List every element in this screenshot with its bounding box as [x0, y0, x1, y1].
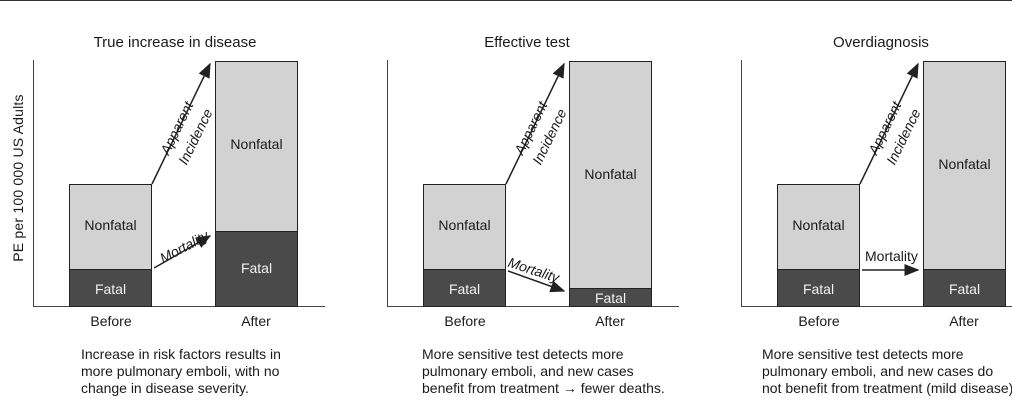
mortality-arrow — [507, 270, 566, 293]
panel-title: Overdiagnosis — [833, 34, 929, 51]
arrows — [859, 62, 920, 276]
after-fatal-label: Fatal — [594, 290, 627, 306]
after-nonfatal-label: Nonfatal — [938, 156, 991, 172]
after-fatal-label: Fatal — [240, 260, 273, 276]
panel-true-increase: True increase in disease Nonfatal Fatal … — [33, 0, 353, 404]
before-fatal-bar: Fatal — [777, 269, 860, 307]
apparent-incidence-arrow — [859, 62, 919, 185]
before-fatal-label: Fatal — [802, 281, 835, 297]
panel-title: True increase in disease — [93, 34, 257, 51]
caption-line: pulmonary emboli, and new cases — [422, 363, 634, 379]
after-fatal-label: Fatal — [948, 281, 981, 297]
before-fatal-bar: Fatal — [69, 269, 152, 307]
top-rule — [0, 0, 1012, 1]
before-nonfatal-label: Nonfatal — [438, 217, 491, 233]
caption: More sensitive test detects more pulmona… — [422, 346, 665, 397]
panel-effective-test: Effective test Nonfatal Fatal Nonfatal F… — [387, 0, 707, 404]
after-fatal-bar: Fatal — [215, 231, 298, 307]
before-fatal-label: Fatal — [448, 281, 481, 297]
caption-line: More sensitive test detects more — [762, 346, 964, 362]
apparent-incidence-arrow — [505, 62, 565, 185]
after-fatal-bar: Fatal — [923, 269, 1006, 307]
caption: More sensitive test detects more pulmona… — [762, 346, 1012, 397]
after-nonfatal-bar: Nonfatal — [215, 61, 298, 232]
mortality-arrow — [153, 235, 212, 269]
mortality-label: Mortality — [865, 248, 918, 264]
arrows — [151, 62, 212, 269]
caption-line: More sensitive test detects more — [422, 346, 624, 362]
after-x-label: After — [241, 313, 271, 329]
arrows — [505, 62, 566, 293]
before-x-label: Before — [444, 313, 486, 329]
x-axis-line — [33, 306, 325, 307]
caption-line: not benefit from treatment (mild disease… — [762, 380, 1012, 396]
after-nonfatal-bar: Nonfatal — [923, 61, 1006, 270]
before-nonfatal-bar: Nonfatal — [423, 184, 506, 270]
caption: Increase in risk factors results in more… — [81, 346, 281, 397]
before-nonfatal-bar: Nonfatal — [69, 184, 152, 270]
after-x-label: After — [595, 313, 625, 329]
before-x-label: Before — [798, 313, 840, 329]
panel-title: Effective test — [484, 34, 570, 51]
y-axis-line — [33, 60, 34, 306]
after-x-label: After — [949, 313, 979, 329]
panel-overdiagnosis: Overdiagnosis Nonfatal Fatal Nonfatal Fa… — [741, 0, 1012, 404]
y-axis-line — [741, 60, 742, 306]
before-nonfatal-label: Nonfatal — [84, 217, 137, 233]
apparent-incidence-arrow — [151, 62, 211, 185]
y-axis-line — [387, 60, 388, 306]
x-axis-line — [741, 306, 1012, 307]
y-axis-label: PE per 100 000 US Adults — [10, 94, 26, 262]
before-fatal-label: Fatal — [94, 281, 127, 297]
caption-line: Increase in risk factors results in — [81, 346, 281, 362]
before-nonfatal-bar: Nonfatal — [777, 184, 860, 270]
caption-line: more pulmonary emboli, with no — [81, 363, 280, 379]
x-axis-line — [387, 306, 679, 307]
caption-line: benefit from treatment → fewer deaths. — [422, 380, 665, 396]
after-fatal-bar: Fatal — [569, 288, 652, 307]
before-nonfatal-label: Nonfatal — [792, 217, 845, 233]
after-nonfatal-label: Nonfatal — [584, 166, 637, 182]
before-fatal-bar: Fatal — [423, 269, 506, 307]
before-x-label: Before — [90, 313, 132, 329]
caption-line: pulmonary emboli, and new cases do — [762, 363, 994, 379]
caption-line: change in disease severity. — [81, 380, 249, 396]
after-nonfatal-label: Nonfatal — [230, 136, 283, 152]
